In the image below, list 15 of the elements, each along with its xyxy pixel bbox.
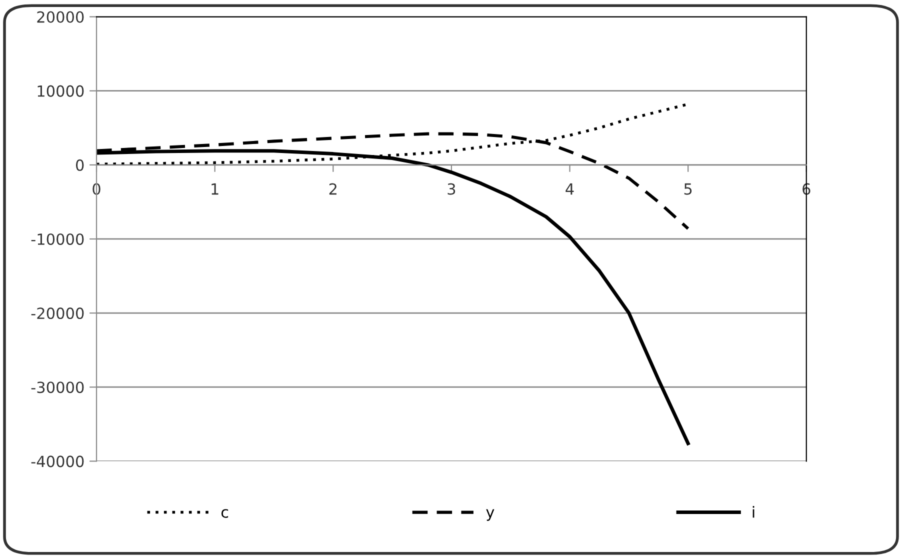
legend-label: i: [752, 506, 754, 518]
y-tick-label: -40000: [31, 456, 84, 468]
y-tick-label: 0: [76, 159, 84, 171]
legend-label: c: [221, 509, 228, 518]
y-tick-label: -30000: [31, 382, 84, 394]
x-tick-label: 5: [684, 183, 692, 195]
x-tick-label: 3: [448, 183, 456, 195]
legend-label: y: [486, 509, 494, 521]
y-tick-label: -20000: [31, 308, 84, 320]
x-tick-label: 2: [329, 183, 336, 195]
x-tick-label: 4: [566, 183, 574, 195]
y-tick-label: -10000: [31, 233, 84, 245]
x-tick-label: 1: [212, 183, 218, 195]
y-tick-label: 10000: [38, 85, 84, 97]
y-tick-label: 20000: [37, 11, 84, 23]
